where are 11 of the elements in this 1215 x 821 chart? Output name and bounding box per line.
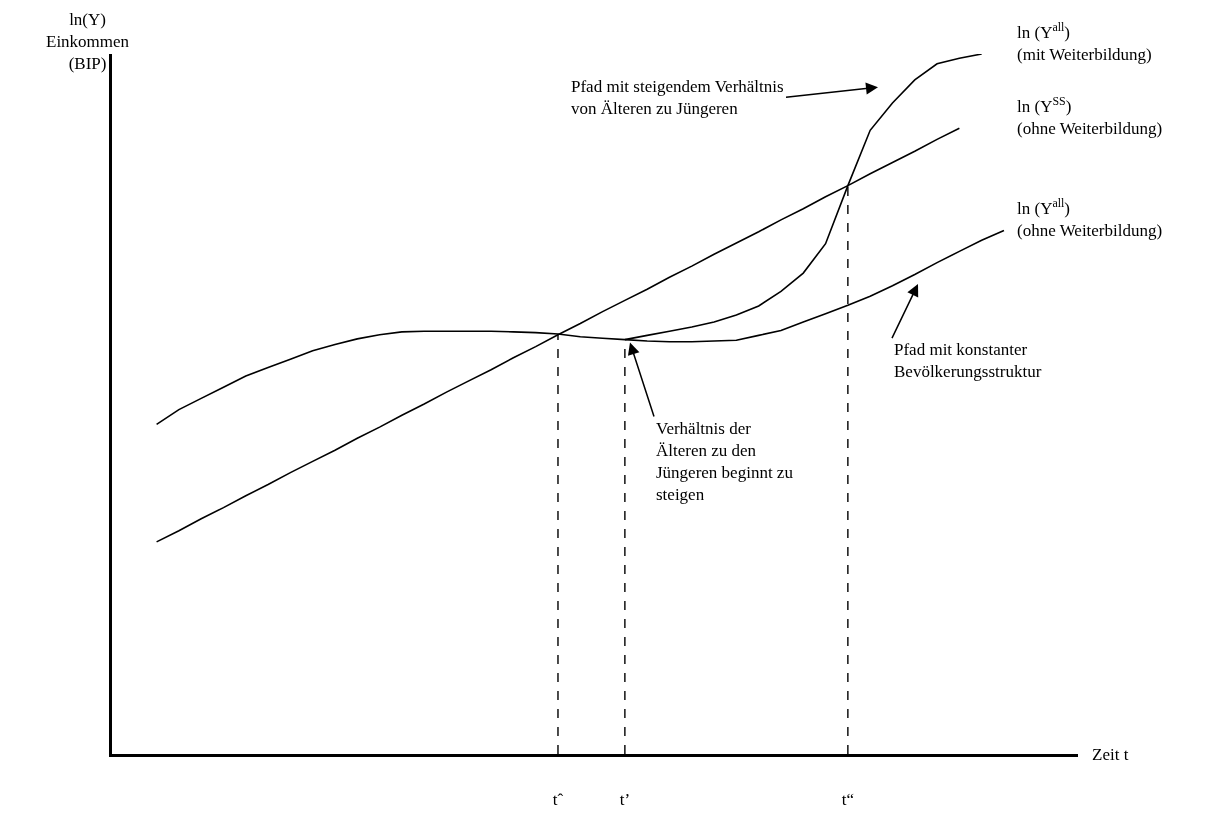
- text: ln (Y$^{all}$) (mit Weiterbildung): [1017, 20, 1152, 65]
- x-tick-label: t“: [841, 790, 855, 810]
- series-label: ln (Y$^{all}$) (ohne Weiterbildung): [1017, 196, 1163, 241]
- x-tick-label: tˆ: [552, 790, 564, 810]
- annotation: Pfad mit steigendem Verhältnis von Älteren zu Jüngeren: [571, 77, 784, 119]
- x-axis-title: Zeit t: [1092, 745, 1129, 764]
- annotation: Verhältnis der Älteren zu den Jüngeren beginnt zu steigen: [656, 419, 794, 505]
- y-axis-title: ln(Y) Einkommen (BIP): [46, 10, 130, 74]
- annotation: Pfad mit konstanter Bevölkerungsstruktur: [894, 340, 1042, 382]
- text: ln (Y$^{SS}$) (ohne Weiterbildung): [1017, 94, 1163, 139]
- x-tick-label: t’: [619, 790, 631, 810]
